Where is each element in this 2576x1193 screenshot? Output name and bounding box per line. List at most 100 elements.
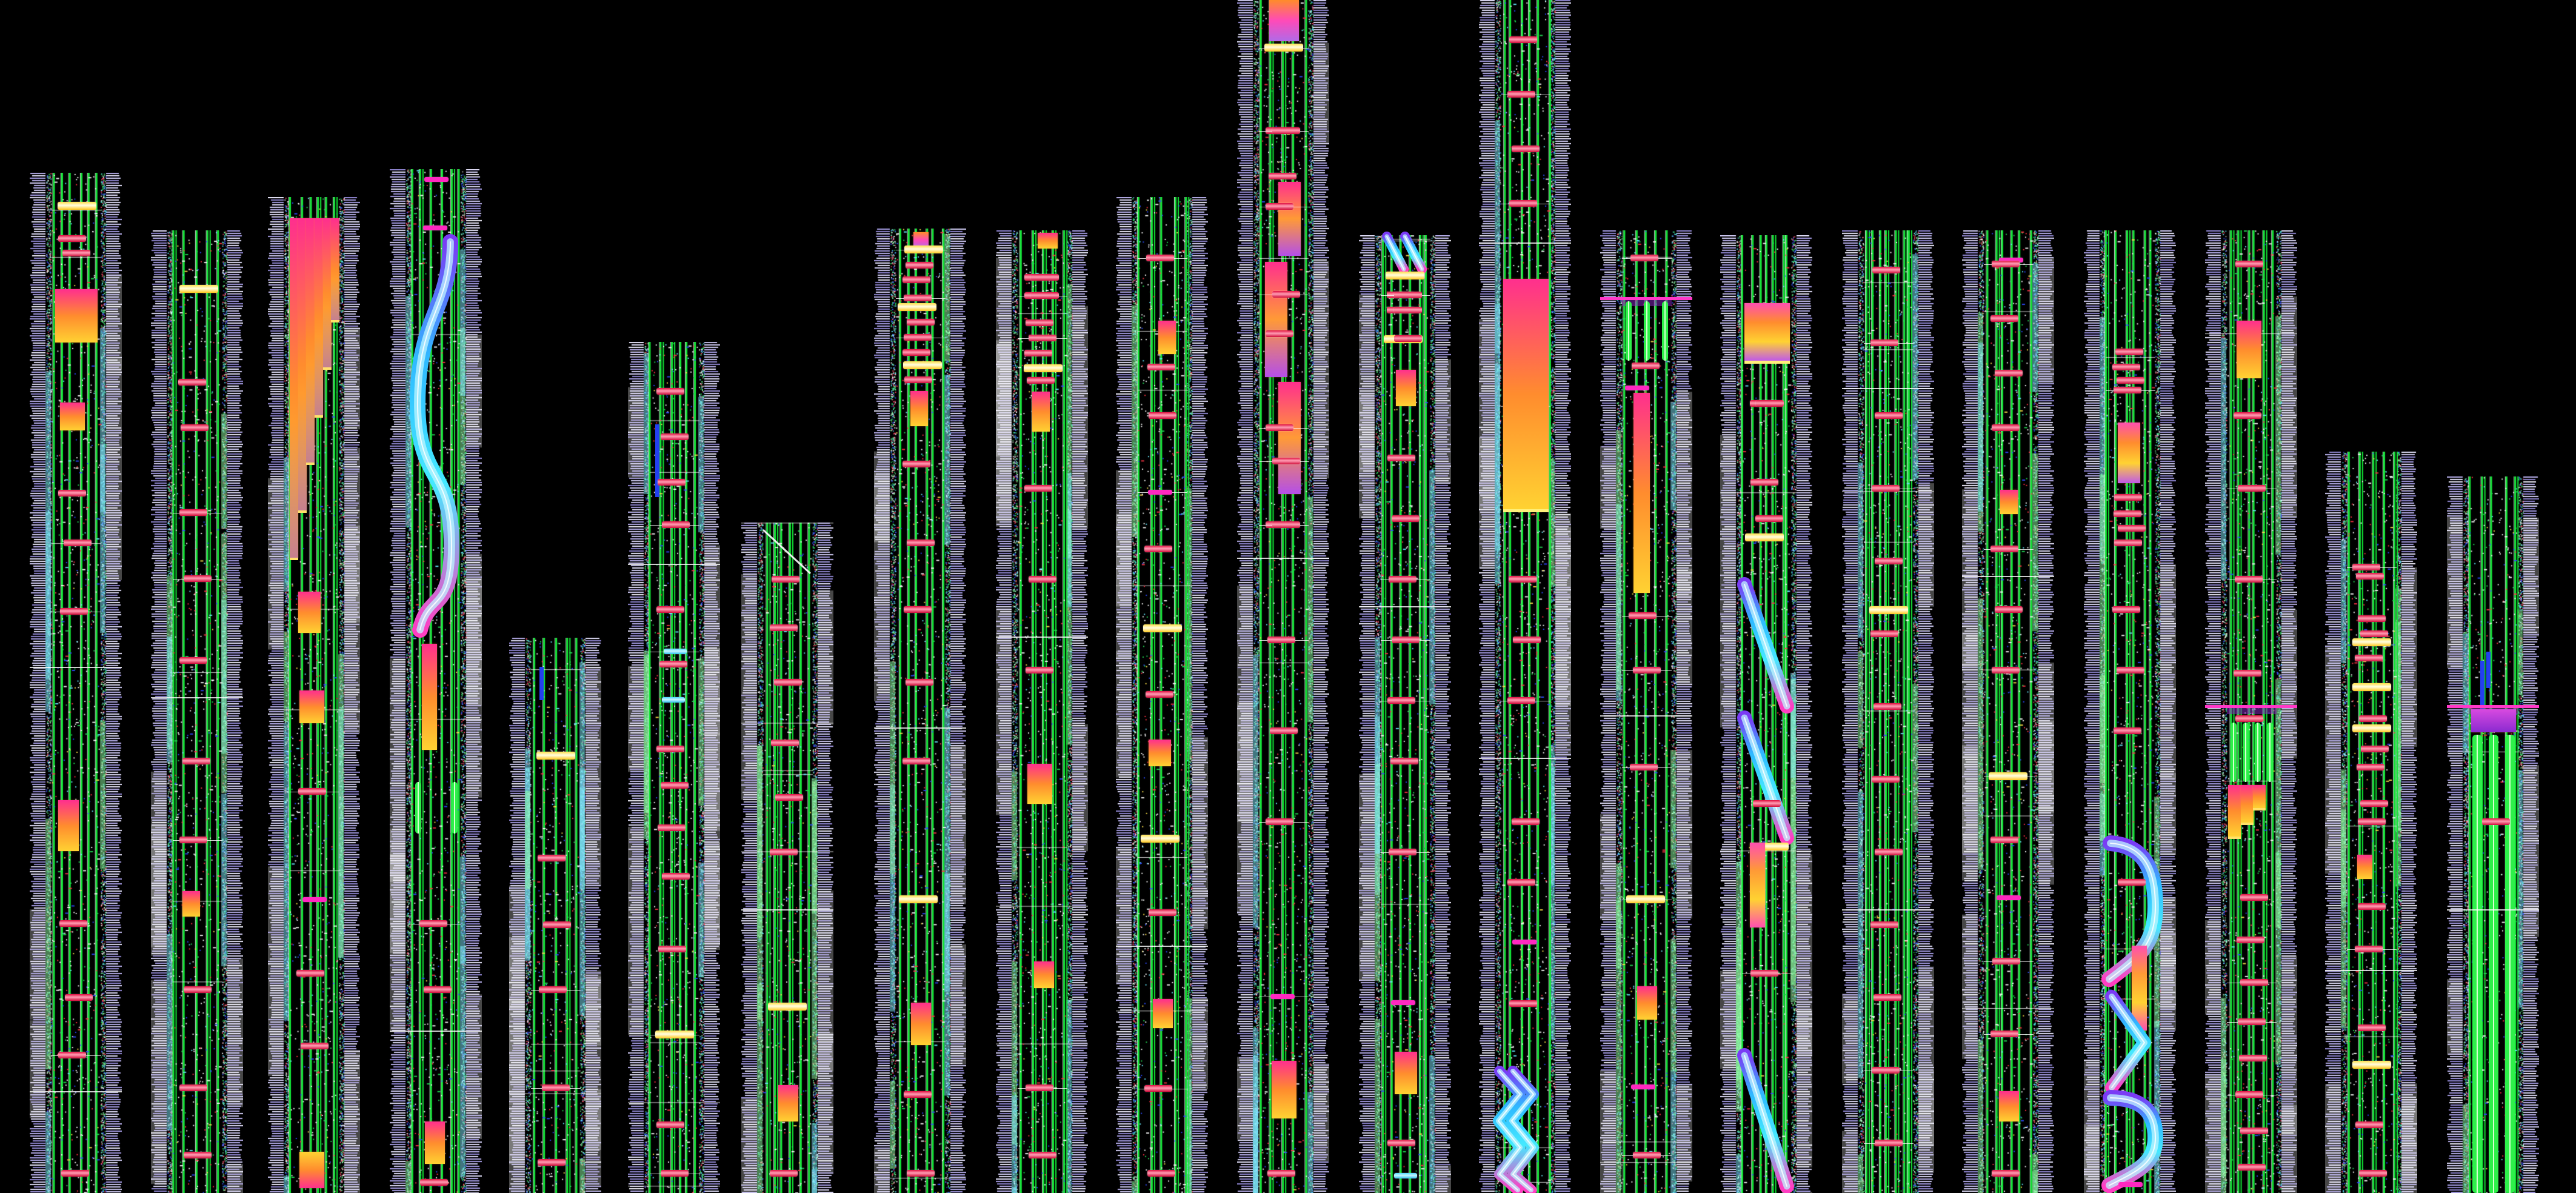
red-tick-bar: [2240, 979, 2268, 986]
pink-tick-bar: [302, 897, 327, 902]
blue-trace: [539, 667, 544, 700]
red-tick-bar: [179, 509, 207, 516]
red-tick-bar: [2117, 879, 2146, 886]
stair-step: [2228, 785, 2241, 837]
yellow-tick-bar: [2352, 1061, 2391, 1069]
red-tick-bar: [1265, 330, 1293, 337]
green-band-core: [2233, 723, 2234, 782]
red-tick-bar: [298, 788, 327, 795]
red-tick-bar: [419, 920, 447, 927]
red-tick-bar: [661, 1170, 689, 1177]
white-rule: [2325, 970, 2417, 971]
magenta-rule: [1600, 297, 1692, 300]
red-tick-bar: [769, 1170, 798, 1177]
white-rule: [1237, 558, 1329, 559]
red-tick-bar: [1509, 36, 1538, 43]
red-tick-bar: [903, 606, 932, 613]
s-ribbon: [410, 234, 459, 638]
yellow-tick-bar: [1745, 533, 1784, 541]
gradient-block: [1027, 764, 1053, 804]
column-16: [1842, 230, 1934, 1193]
red-tick-bar: [1630, 255, 1659, 261]
red-tick-bar: [1387, 1140, 1415, 1146]
red-tick-bar: [1875, 849, 1903, 855]
column-texture: [628, 342, 720, 1193]
column-7: [741, 523, 833, 1193]
gradient-block: [1395, 370, 1416, 406]
gradient-block: [1633, 393, 1650, 593]
red-tick-bar: [906, 679, 934, 686]
red-tick-bar: [1394, 335, 1423, 342]
pink-tick-bar: [1512, 940, 1537, 944]
red-tick-bar: [661, 873, 690, 880]
gradient-block: [1503, 279, 1549, 509]
red-tick-bar: [184, 575, 212, 582]
red-tick-bar: [1029, 576, 1056, 583]
stair-shelf: [2253, 808, 2266, 810]
pink-tick-bar: [1997, 895, 2021, 900]
gradient-block: [1264, 262, 1287, 377]
red-tick-bar: [1753, 800, 1781, 807]
column-4: [390, 169, 482, 1193]
red-tick-bar: [2358, 615, 2386, 622]
green-band-core: [2269, 723, 2271, 782]
column-texture: [1479, 0, 1571, 1193]
red-tick-bar: [2240, 1128, 2268, 1134]
red-tick-bar: [907, 1170, 935, 1177]
red-tick-bar: [1632, 363, 1660, 369]
red-tick-bar: [1991, 667, 2020, 673]
column-8: [874, 229, 966, 1193]
red-tick-bar: [2113, 387, 2141, 393]
red-tick-bar: [179, 837, 207, 843]
gradient-block: [422, 644, 438, 750]
red-tick-bar: [2238, 1164, 2266, 1171]
pink-tick-bar: [422, 226, 447, 230]
stair-step: [315, 218, 323, 415]
red-tick-bar: [2117, 667, 2144, 673]
gradient-block-base: [1744, 361, 1790, 364]
red-tick-bar: [1872, 267, 1901, 273]
red-tick-bar: [2233, 412, 2261, 419]
gradient-block: [299, 690, 325, 723]
red-tick-bar: [538, 986, 567, 993]
red-tick-bar: [179, 1084, 207, 1091]
red-tick-bar: [903, 1091, 932, 1098]
v-ribbon: [2105, 990, 2151, 1094]
red-tick-bar: [656, 1121, 684, 1128]
stair-shelf: [322, 367, 332, 370]
red-tick-bar: [301, 1043, 329, 1049]
green-band-core: [2477, 735, 2478, 1193]
red-tick-bar: [1750, 479, 1779, 486]
white-rule: [1479, 758, 1571, 759]
gradient-block: [2471, 709, 2516, 732]
red-tick-bar: [1990, 837, 2018, 843]
red-tick-bar: [1146, 255, 1175, 261]
red-tick-bar: [661, 782, 689, 789]
red-tick-bar: [2112, 364, 2140, 370]
red-tick-bar: [1265, 203, 1293, 210]
red-tick-bar: [1265, 424, 1293, 431]
stair-shelf: [2228, 837, 2241, 839]
yellow-tick-bar: [903, 361, 943, 369]
red-tick-bar: [2354, 655, 2383, 661]
red-tick-bar: [59, 920, 87, 927]
red-tick-bar: [2356, 573, 2384, 580]
red-tick-bar: [902, 349, 930, 356]
red-tick-bar: [2115, 349, 2144, 355]
red-tick-bar: [772, 576, 800, 583]
column-5: [509, 638, 601, 1193]
red-tick-bar: [2355, 1121, 2384, 1128]
red-tick-bar: [2234, 576, 2263, 583]
gradient-block: [58, 800, 79, 851]
gradient-block: [298, 592, 321, 633]
green-band-core: [2493, 735, 2494, 1193]
gradient-block: [910, 1003, 931, 1045]
gradient-block: [1749, 843, 1765, 927]
column-1: [30, 173, 122, 1193]
column-14: [1600, 230, 1692, 1193]
yellow-tick-bar: [2352, 638, 2391, 646]
red-tick-bar: [769, 849, 798, 855]
red-tick-bar: [62, 250, 90, 256]
red-tick-bar: [1025, 667, 1053, 673]
